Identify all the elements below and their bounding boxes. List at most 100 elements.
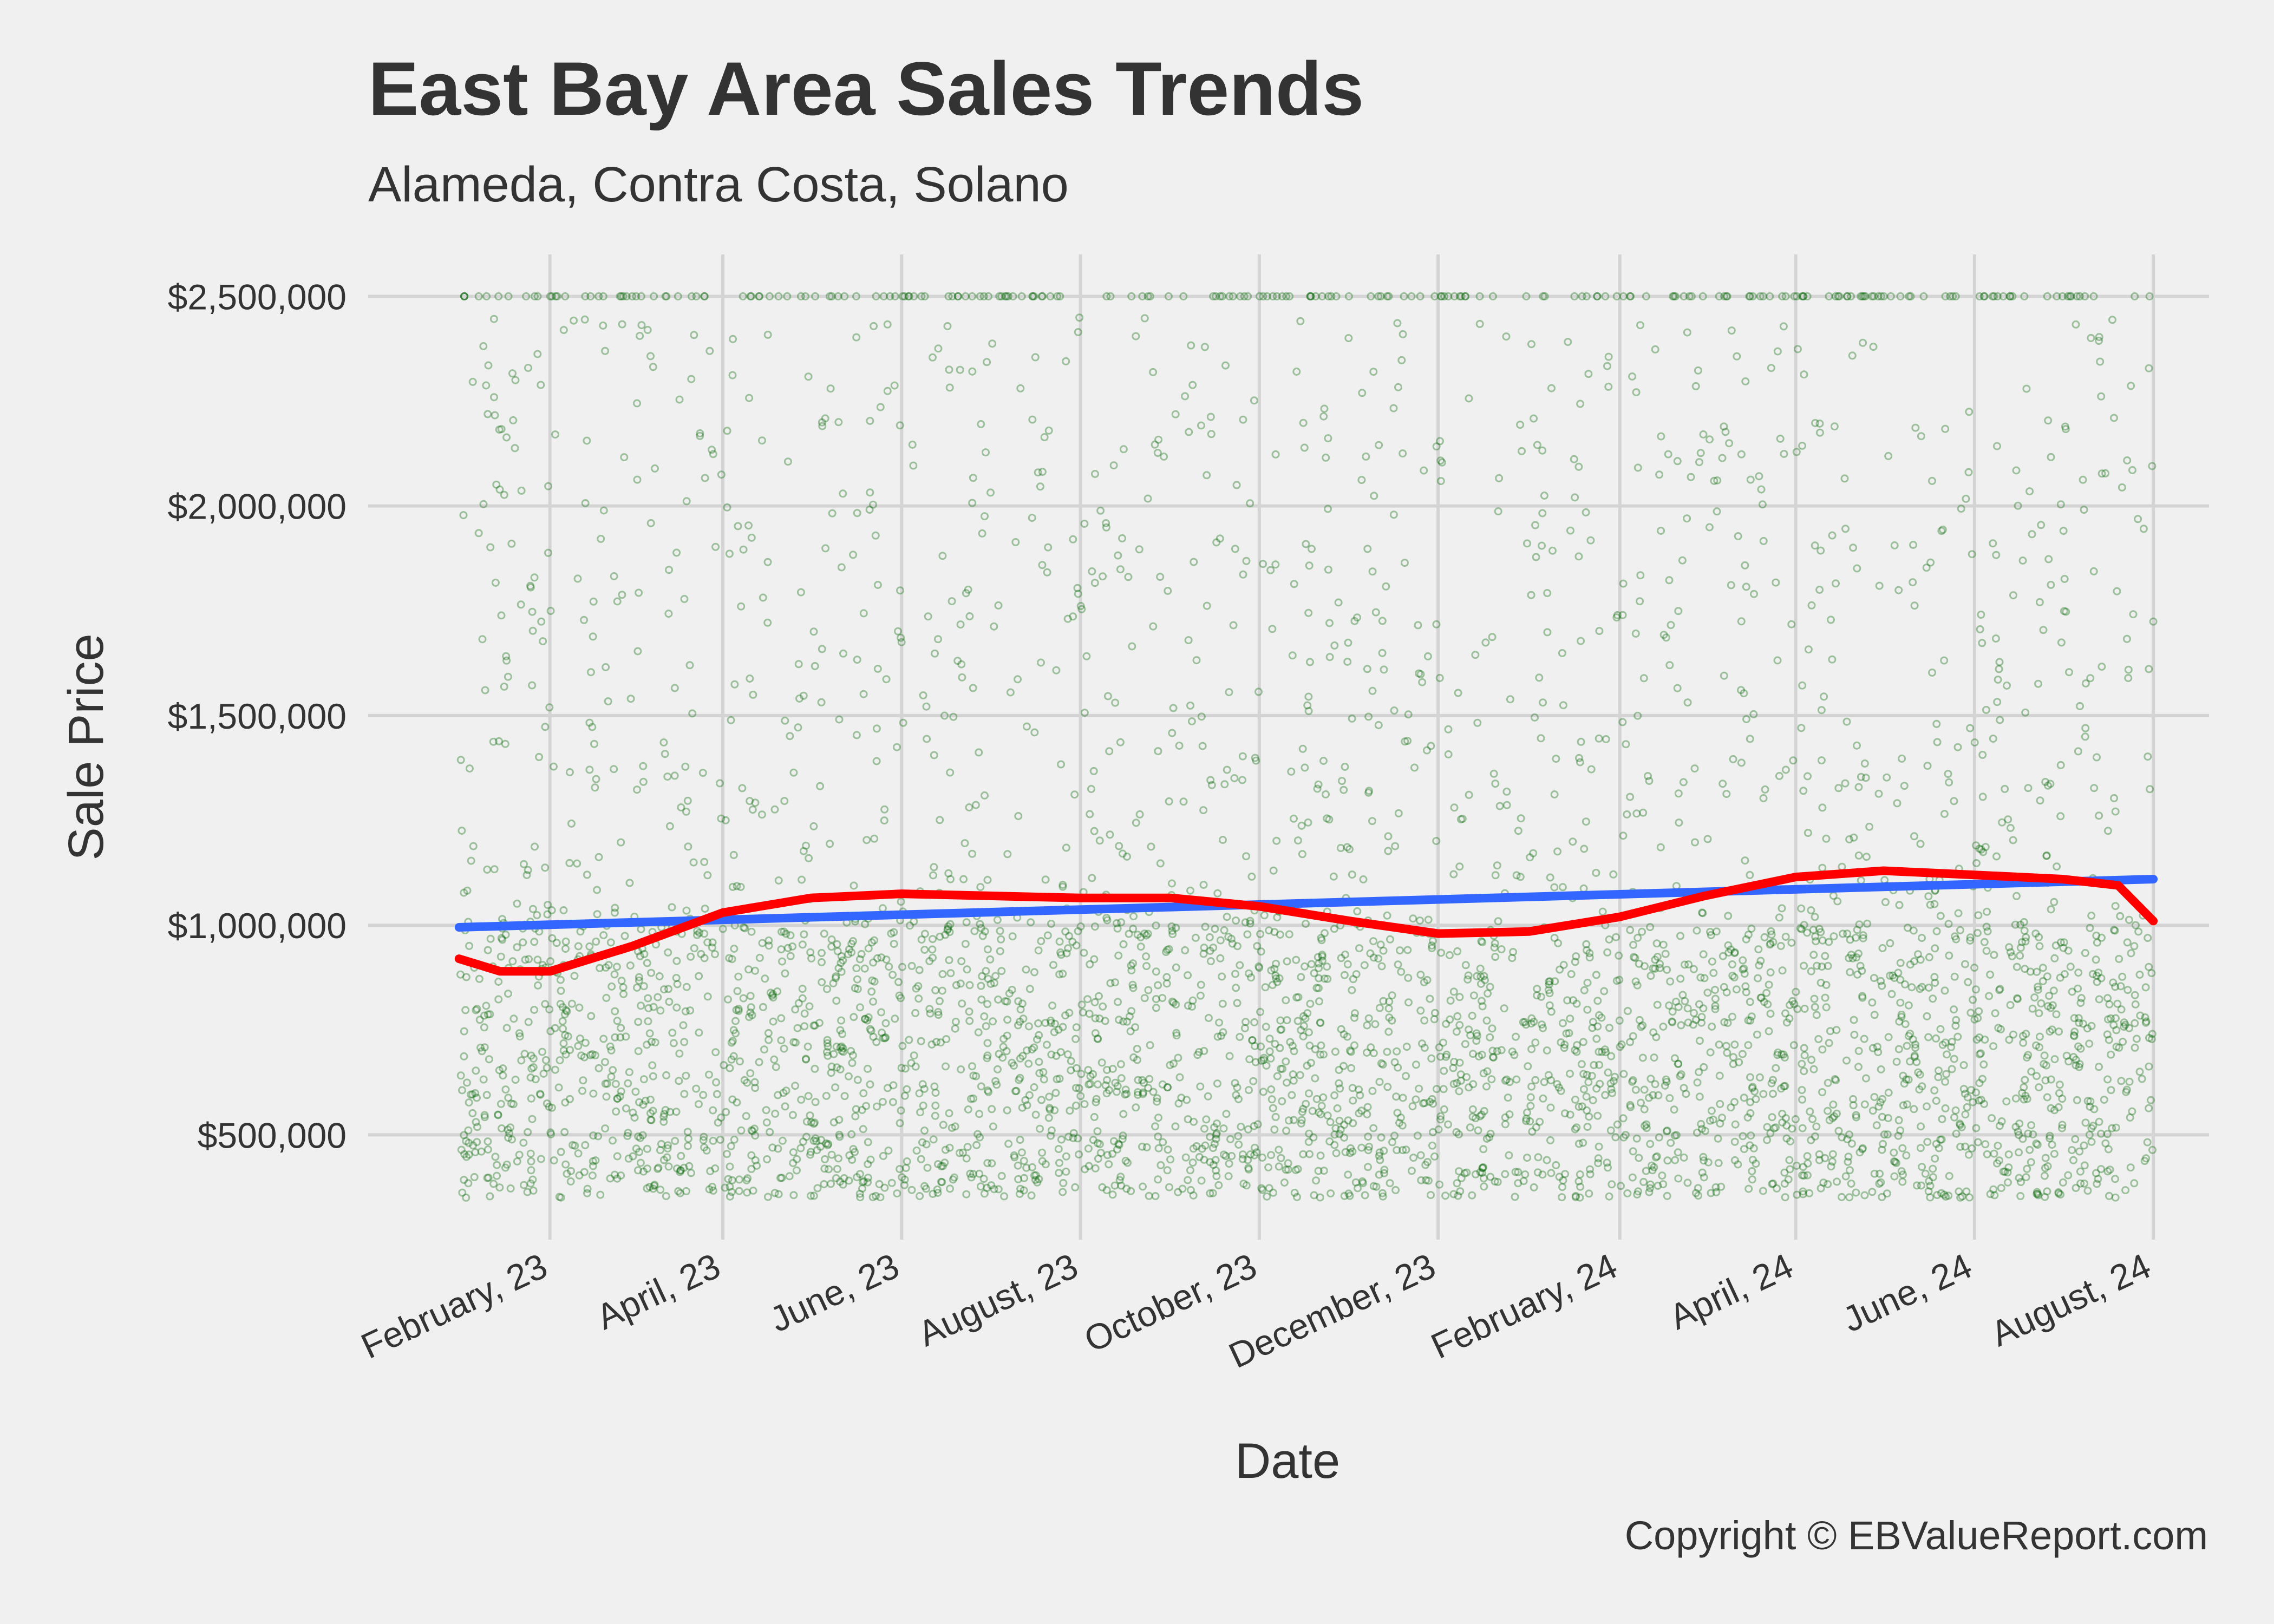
sale-point [944,869,953,878]
sale-point [2104,1015,2112,1024]
sale-point [1466,1031,1475,1039]
sale-point [2090,1105,2099,1114]
sale-point [1062,843,1070,852]
sale-point [2135,1068,2144,1076]
sale-point [465,1138,473,1147]
sale-point [1916,1144,1925,1152]
sale-point [1682,1090,1690,1098]
sale-point [2039,626,2048,634]
sale-point [1380,1147,1388,1155]
sale-point [1728,960,1736,968]
sale-point [629,1108,637,1117]
sale-point [832,972,840,981]
sale-point [1798,1171,1807,1180]
sale-point [620,453,629,462]
sale-point [2065,668,2073,677]
sale-point [2103,1030,2112,1039]
sale-point [1377,962,1386,971]
sale-point [1035,1058,1043,1066]
sale-point [1174,1053,1182,1062]
sale-point [1713,476,1722,484]
sale-point [1314,953,1322,961]
sale-point [1925,953,1933,961]
sale-point [1480,1182,1488,1191]
sale-point [1401,737,1409,746]
sale-point [675,1049,684,1058]
sale-point [2050,1055,2059,1064]
sale-point [1024,1022,1033,1031]
sale-point [1843,292,1852,300]
sale-point [1361,1191,1369,1200]
sale-point [1234,1095,1243,1103]
sale-point [1146,1041,1154,1050]
sale-point [581,499,590,507]
sale-point [1685,292,1694,300]
sale-point [617,1171,625,1180]
sale-point [474,292,483,300]
sale-point [1906,1030,1914,1038]
sale-point [1044,543,1053,552]
sale-point [1640,1085,1649,1094]
sale-point [491,1152,500,1161]
sale-point [1037,658,1045,667]
sale-point [1760,998,1768,1006]
sale-point [1437,292,1446,300]
sale-point [1740,1145,1748,1154]
sale-point [619,983,628,992]
sale-point [1215,1018,1224,1027]
sale-point [1275,1145,1283,1154]
sale-point [811,1064,819,1073]
sale-point [478,1047,486,1056]
sale-point [1752,1160,1760,1168]
sale-point [824,1140,833,1148]
sale-point [1693,1128,1701,1137]
sale-point [2086,674,2095,683]
sale-point [1899,1101,1907,1110]
sale-point [1600,1045,1609,1054]
sale-point [1207,430,1216,438]
sale-point [1962,1187,1971,1196]
sale-point [711,1048,720,1057]
sale-point [878,1098,887,1106]
sale-point [1828,531,1837,540]
sale-point [561,945,570,953]
sale-point [2101,469,2110,477]
sale-point [708,446,716,454]
sale-point [2022,933,2030,941]
sale-point [806,1150,814,1159]
sale-point [822,1048,831,1056]
sale-point [2075,1063,2083,1071]
sale-point [969,684,977,692]
sale-point [898,1173,906,1182]
sale-point [965,981,974,990]
sale-point [1062,949,1071,958]
sale-point [1828,1150,1837,1158]
sale-point [1086,810,1094,818]
sale-point [1193,1051,1202,1059]
sale-point [1465,1083,1473,1092]
sale-point [2045,992,2054,1000]
sale-point [1626,926,1635,934]
sale-point [1827,1162,1835,1171]
sale-point [1683,698,1692,707]
sale-point [2134,515,2142,523]
sale-point [1659,940,1668,949]
sale-point [1376,940,1385,949]
sale-point [1727,1103,1735,1112]
sale-point [1138,1076,1147,1084]
sale-point [1216,292,1225,300]
sale-point [1986,1190,1995,1199]
sale-point [1250,1018,1259,1026]
sale-point [975,1169,984,1178]
sale-point [2066,962,2075,971]
sale-point [639,1075,648,1084]
sale-point [607,1072,616,1081]
sale-point [2093,753,2101,762]
sale-point [475,974,483,983]
sale-point [1038,292,1047,300]
sale-point [938,552,947,560]
sale-point [2092,955,2100,964]
sale-point [1403,737,1412,745]
sale-point [2046,1131,2054,1140]
sale-point [1583,1106,1591,1115]
